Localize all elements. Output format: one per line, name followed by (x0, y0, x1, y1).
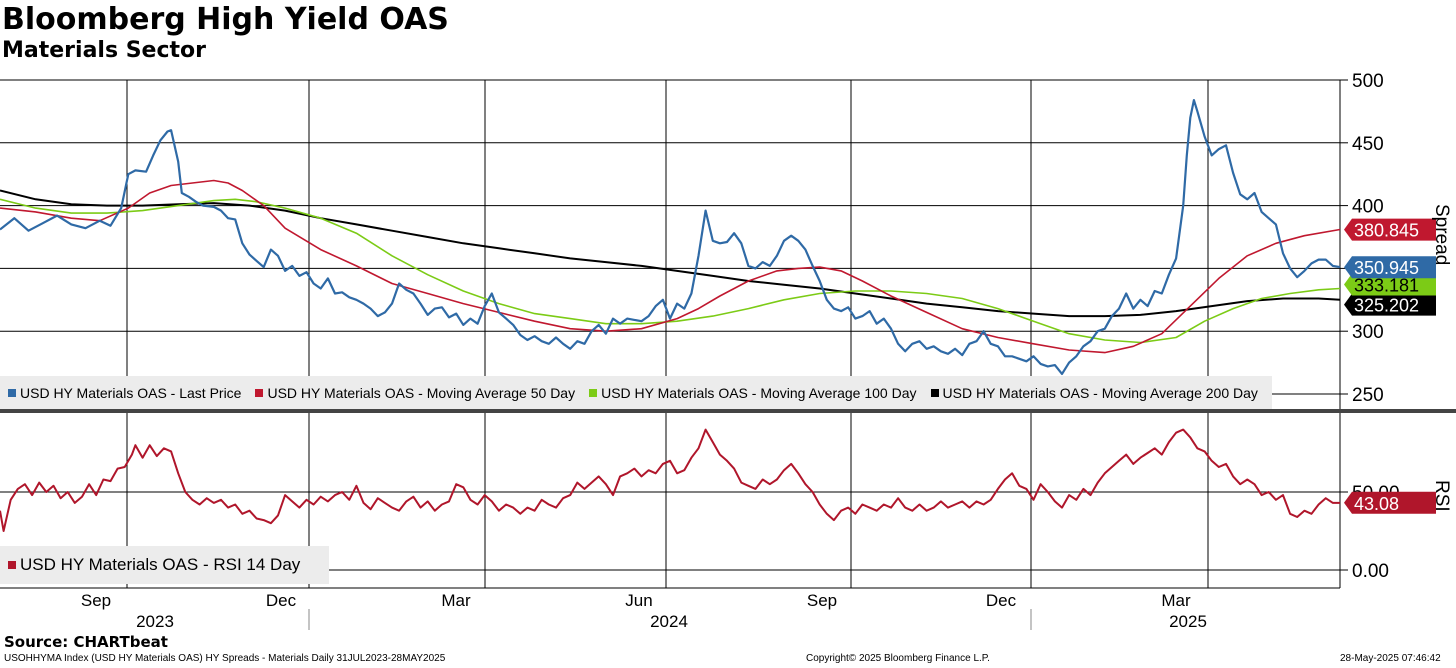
ytick-label-top-5: 500 (1352, 71, 1384, 92)
last-value-ma200-tag (1344, 293, 1436, 316)
last-value-last-price-value: 350.945 (1354, 258, 1419, 278)
legend-top-panel: USD HY Materials OAS - Last Price USD HY… (0, 376, 1272, 409)
x-month-label-3: Jun (625, 591, 652, 610)
footer-copyright: Copyright© 2025 Bloomberg Finance L.P. (806, 653, 990, 664)
legend-swatch-last-price (8, 388, 16, 397)
series-line-ma100 (0, 198, 1341, 344)
series-line-last-price (0, 99, 1341, 375)
y-axis-label-spread: Spread (1431, 204, 1452, 266)
ytick-label-top-0: 250 (1352, 385, 1384, 406)
legend-bottom-panel: USD HY Materials OAS - RSI 14 Day (0, 546, 329, 584)
legend-item-ma100: USD HY Materials OAS - Moving Average 10… (589, 384, 917, 401)
legend-swatch-ma50 (255, 388, 264, 397)
last-value-ma200-value: 325.202 (1354, 296, 1419, 316)
chart-subtitle: Materials Sector (2, 38, 206, 63)
footer-timestamp: 28-May-2025 07:46:42 (1340, 653, 1441, 664)
x-year-label-2: 2025 (1169, 612, 1207, 631)
last-value-rsi-tag (1344, 491, 1436, 514)
series-line-rsi (0, 428, 1340, 532)
x-month-label-4: Sep (807, 591, 837, 610)
legend-item-ma200: USD HY Materials OAS - Moving Average 20… (930, 384, 1258, 401)
legend-label-ma100: USD HY Materials OAS - Moving Average 10… (601, 384, 917, 401)
series-line-ma200 (0, 189, 1341, 318)
last-value-ma50-value: 380.845 (1354, 221, 1419, 241)
ytick-label-top-3: 400 (1352, 197, 1384, 218)
x-month-label-0: Sep (81, 591, 111, 610)
ytick-label-bottom-0: 0.00 (1352, 561, 1389, 582)
x-month-label-6: Mar (1161, 591, 1191, 610)
y-axis-label-rsi: RSI (1431, 480, 1452, 512)
legend-item-last-price: USD HY Materials OAS - Last Price (8, 385, 241, 401)
last-value-ma50-tag (1344, 218, 1436, 241)
last-value-rsi-value: 43.08 (1354, 494, 1399, 514)
last-value-ma100-tag (1344, 273, 1436, 296)
last-value-last-price-tag (1344, 256, 1436, 279)
series-line-ma50 (0, 179, 1341, 354)
ytick-label-top-1: 300 (1352, 322, 1384, 343)
source-label: Source: CHARTbeat (4, 633, 168, 651)
panel-divider (0, 409, 1456, 413)
legend-swatch-rsi (8, 561, 16, 569)
legend-item-ma50: USD HY Materials OAS - Moving Average 50… (255, 385, 575, 401)
x-year-label-1: 2024 (650, 612, 688, 631)
legend-item-rsi: USD HY Materials OAS - RSI 14 Day (8, 555, 300, 575)
legend-label-ma50: USD HY Materials OAS - Moving Average 50… (267, 384, 576, 401)
footer-ticker-info: USOHHYMA Index (USD HY Materials OAS) HY… (4, 653, 446, 664)
ytick-label-top-4: 450 (1352, 134, 1384, 155)
legend-swatch-ma100 (589, 388, 598, 397)
last-value-ma100-value: 333.181 (1354, 276, 1419, 296)
legend-label-rsi: USD HY Materials OAS - RSI 14 Day (20, 555, 301, 574)
x-year-label-0: 2023 (136, 612, 174, 631)
x-month-label-5: Dec (986, 591, 1017, 610)
chart-title: Bloomberg High Yield OAS (2, 2, 449, 37)
legend-swatch-ma200 (930, 388, 939, 397)
legend-label-last-price: USD HY Materials OAS - Last Price (20, 384, 242, 401)
x-month-label-1: Dec (266, 591, 297, 610)
x-month-label-2: Mar (441, 591, 471, 610)
legend-label-ma200: USD HY Materials OAS - Moving Average 20… (942, 384, 1258, 401)
